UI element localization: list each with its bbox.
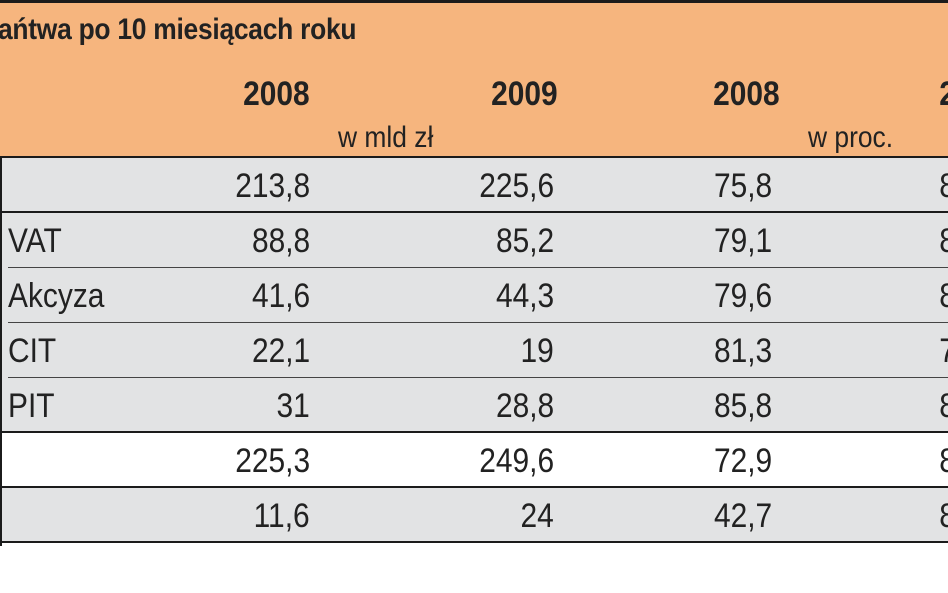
- table-cell: 41,6: [251, 277, 310, 315]
- table-cell: 79,6: [713, 277, 772, 315]
- table-cell: 225,3: [235, 442, 310, 480]
- table-row: PIT 31 28,8 85,8 8: [0, 378, 948, 433]
- table-cell: 8: [939, 167, 948, 206]
- row-label: Akcyza: [8, 277, 105, 315]
- row-label: PIT: [8, 387, 55, 425]
- table-cell: 22,1: [251, 332, 310, 370]
- table-left-border: [0, 158, 2, 546]
- table-cell: 28,8: [495, 387, 554, 425]
- table-header: ańtwa po 10 miesiącach roku 2008 2009 20…: [0, 0, 948, 158]
- unit-proc-label: w proc.: [808, 121, 894, 154]
- table-row: Akcyza 41,6 44,3 79,6 8: [0, 268, 948, 323]
- table-cell: 7: [939, 332, 948, 371]
- table-cell: 75,8: [713, 167, 772, 205]
- table-row: 213,8 225,6 75,8 8: [0, 158, 948, 213]
- col-year-2008-mld: 2008: [243, 75, 310, 113]
- table-cell: 8: [939, 387, 948, 426]
- table-cell: 42,7: [713, 497, 772, 535]
- col-year-2009-mld: 2009: [491, 75, 558, 113]
- table-cell: 19: [520, 332, 554, 370]
- table-cell: 249,6: [479, 442, 554, 480]
- col-year-2008-proc: 2008: [713, 75, 780, 113]
- table-cell: 85,8: [713, 387, 772, 425]
- col-year-2009-proc: 2: [939, 75, 948, 114]
- budget-table: ańtwa po 10 miesiącach roku 2008 2009 20…: [0, 0, 948, 546]
- row-label: VAT: [8, 222, 62, 260]
- table-cell: 8: [939, 442, 948, 481]
- table-cell: 31: [276, 387, 310, 425]
- table-cell: 85,2: [495, 222, 554, 260]
- row-divider: [8, 377, 948, 378]
- row-label: CIT: [8, 332, 57, 370]
- row-divider: [8, 267, 948, 268]
- table-title: ańtwa po 10 miesiącach roku: [0, 13, 357, 46]
- table-cell: 24: [520, 497, 554, 535]
- table-cell: 88,8: [251, 222, 310, 260]
- table-cell: 225,6: [479, 167, 554, 205]
- table-cell: 8: [939, 222, 948, 261]
- table-cell: 11,6: [253, 497, 310, 535]
- table-cell: 81,3: [713, 332, 772, 370]
- table-row: CIT 22,1 19 81,3 7: [0, 323, 948, 378]
- table-cell: 44,3: [495, 277, 554, 315]
- table-cell: 8: [939, 497, 948, 536]
- table-cell: 8: [939, 277, 948, 316]
- table-row: 11,6 24 42,7 8: [0, 488, 948, 543]
- table-row: VAT 88,8 85,2 79,1 8: [0, 213, 948, 268]
- unit-mld-label: w mld zł: [338, 121, 434, 154]
- table-cell: 72,9: [713, 442, 772, 480]
- table-cell: 79,1: [713, 222, 772, 260]
- row-divider: [8, 322, 948, 323]
- table-cell: 213,8: [235, 167, 310, 205]
- table-row: 225,3 249,6 72,9 8: [0, 433, 948, 488]
